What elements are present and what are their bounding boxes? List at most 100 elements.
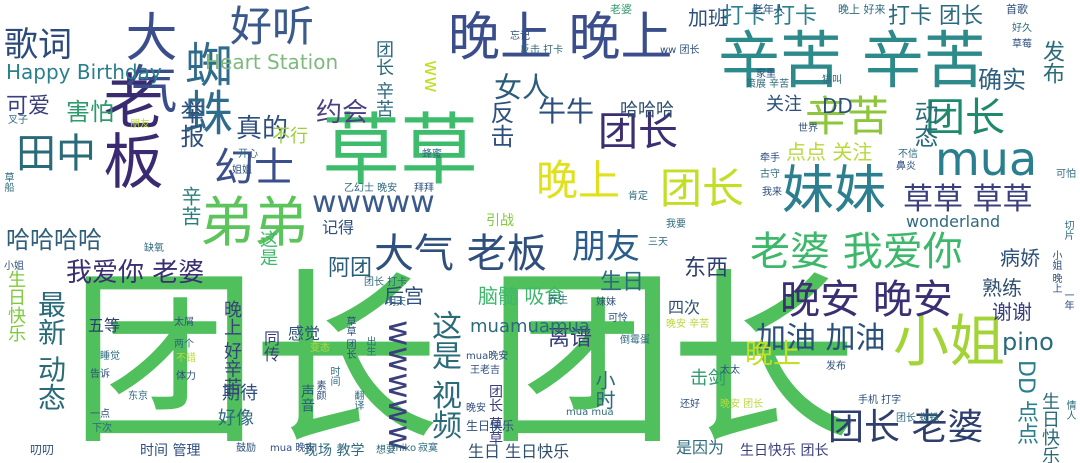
cloud-word: 小姐 [4, 261, 24, 272]
cloud-word: DD 点点 [1013, 360, 1038, 445]
cloud-word: 团长 老婆 [828, 407, 984, 448]
cloud-word: 时间 管理 [140, 443, 201, 459]
cloud-word: 确实 [978, 66, 1026, 94]
cloud-word: 叉子 [8, 115, 28, 126]
cloud-word: 幻士 [214, 145, 294, 191]
cloud-word: 好听 [230, 2, 315, 51]
cloud-word: 草莓 [1012, 39, 1032, 50]
cloud-word: 哈哈哈 [620, 100, 674, 121]
cloud-word: 声音 [299, 384, 315, 412]
cloud-word: 开心 [238, 149, 258, 160]
cloud-word: 真的 [236, 114, 289, 144]
cloud-word: 时间 [328, 366, 339, 386]
cloud-word: mua mua [566, 407, 614, 418]
cloud-word: 这是 视频 [426, 310, 461, 440]
cloud-word: 东京 [128, 391, 148, 402]
cloud-word: 养生 [548, 295, 568, 306]
cloud-word: muamuamua [470, 316, 590, 337]
cloud-word: 生日快乐 [466, 419, 515, 433]
cloud-word: Happy Birthday [6, 60, 162, 84]
cloud-word: 感觉 [288, 324, 321, 343]
cloud-word: 生日 生日快乐 [468, 442, 570, 461]
cloud-word: 体力 [176, 371, 196, 382]
cloud-word: 草草 团长 [344, 316, 355, 360]
cloud-word: 哈哈哈哈 [6, 226, 102, 254]
cloud-word: wwwww [381, 320, 419, 451]
cloud-word: 晚安 晚安 [780, 277, 953, 323]
cloud-word: 晚上 [745, 337, 802, 370]
cloud-word: 想要 [376, 445, 396, 456]
cloud-word: 不行 [272, 126, 308, 147]
cloud-word: 加班 [688, 6, 728, 30]
cloud-word: 好久 [1012, 23, 1032, 34]
cloud-word: 晚上 好辛苦 [221, 300, 242, 396]
cloud-word: 后宫 [384, 284, 424, 308]
cloud-word: 团长 [598, 109, 678, 155]
cloud-word: 叨叨 [30, 443, 55, 457]
cloud-word: 老年人 [752, 3, 785, 16]
cloud-word: 老婆 我爱你 [750, 229, 963, 275]
cloud-word: 晚上 晚上 [448, 8, 673, 68]
cloud-word: 倒霉蛋 [620, 335, 650, 346]
cloud-word: 蜂蜜 [422, 149, 442, 160]
cloud-word: 手机 打字 [858, 395, 902, 406]
cloud-word: 四次 [668, 298, 701, 317]
cloud-word: 田中 [16, 131, 96, 177]
cloud-word: 缺氧 [144, 243, 164, 254]
cloud-word: 可爱 [6, 94, 51, 119]
cloud-word: 生日 [600, 270, 645, 295]
cloud-word: 点点 关注 [786, 140, 873, 164]
cloud-word: 这是 [257, 230, 278, 266]
cloud-word: 期待 [222, 383, 258, 404]
cloud-word: mua 晚安 [270, 443, 316, 454]
cloud-word: 情人 [1064, 400, 1075, 420]
cloud-word: 小姐 晚上 [1050, 250, 1061, 294]
cloud-word: 加油 加油 [756, 321, 886, 356]
cloud-word: 大气 老板 [374, 231, 547, 277]
cloud-word: 晚上 好来 [838, 3, 886, 16]
cloud-word: 妹妹 [596, 297, 616, 308]
cloud-word: 生日快乐 [5, 270, 26, 342]
cloud-word: 蜘蛛 [176, 40, 232, 136]
cloud-word: 家里 [756, 69, 776, 80]
cloud-word: 牛牛 [538, 95, 595, 128]
cloud-word: 离谱 [548, 326, 593, 351]
cloud-word: 乙幻士 晚安 [344, 183, 398, 194]
cloud-word: 两个 [174, 339, 194, 350]
cloud-word: 我来 [762, 187, 782, 198]
cloud-word: 打卡 打卡 [722, 4, 817, 29]
cloud-word: 动态 [910, 100, 938, 148]
cloud-word: 是因为 [676, 438, 725, 457]
cloud-word: 素颜 [314, 380, 325, 400]
cloud-word: 可怜 [608, 313, 628, 324]
cloud-word: 鼻炎 [896, 161, 916, 172]
cloud-word: mua晚安 [466, 351, 509, 362]
cloud-word: 发布 [826, 361, 846, 372]
cloud-word: 三天 [648, 237, 668, 248]
cloud-word: wonderland [906, 212, 1001, 231]
cloud-word: 团长 蜘蛛 [896, 413, 940, 424]
cloud-word: 反击 [486, 100, 514, 148]
cloud-word: 太太 [720, 365, 740, 376]
cloud-word: 我要 [666, 219, 686, 230]
cloud-word: 团长 [925, 95, 1005, 141]
cloud-word: wwwww [312, 185, 435, 220]
cloud-word: 举报 [176, 100, 204, 148]
cloud-word: 弟弟 [200, 191, 308, 254]
cloud-word: 晚安 辛苦 [666, 319, 710, 330]
cloud-word: 鼓励 [236, 443, 256, 454]
cloud-word: 拜拜 [414, 183, 434, 194]
cloud-word: 女人 [494, 71, 551, 104]
cloud-word: 王老吉 [470, 365, 500, 376]
cloud-word: 脑髓 吸食 [478, 284, 565, 308]
cloud-word: 我爱你 老婆 [66, 258, 205, 288]
cloud-word: 熟练 [982, 276, 1022, 300]
cloud-word: 辛苦 辛苦 [718, 24, 986, 97]
cloud-word: 辛苦 [178, 186, 202, 226]
cloud-word: 老婆 [610, 3, 632, 16]
cloud-word: 老板 [93, 70, 163, 190]
cloud-word: 团长 团长 [70, 252, 858, 463]
cloud-word: 病娇 [1000, 246, 1040, 270]
cloud-word: 反击 打卡 [520, 45, 564, 56]
cloud-word: 变态 [310, 343, 330, 354]
